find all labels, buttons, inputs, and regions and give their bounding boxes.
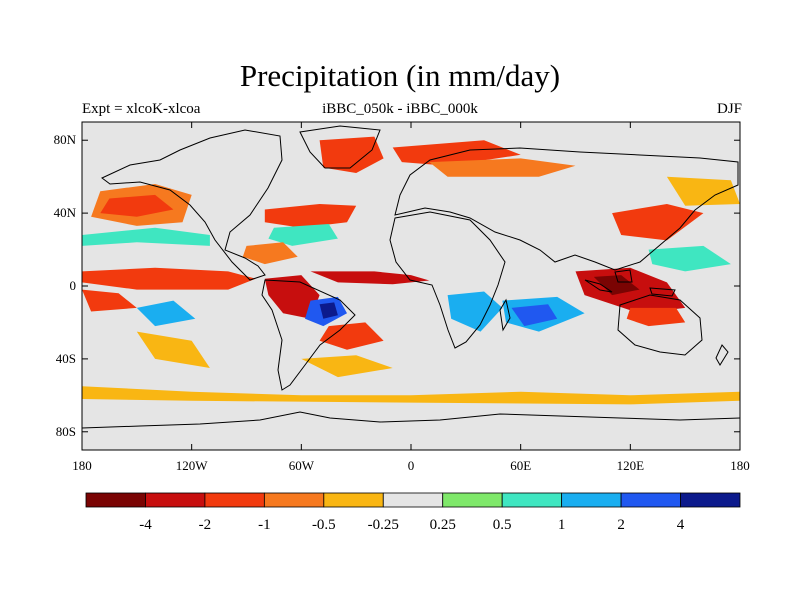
colorbar-boxes: [85, 492, 741, 508]
region-greenland-dry: [319, 136, 384, 173]
colorbar-label: 4: [677, 517, 685, 533]
colorbar-box: [501, 492, 563, 508]
colorbar-box: [323, 492, 384, 508]
region-pacific-wet-band: [82, 227, 210, 246]
region-west-pacific-wet: [648, 245, 731, 272]
lon-tick-label: 60W: [289, 458, 315, 473]
region-equatorial-pacific-dry: [82, 267, 256, 290]
experiment-label: Expt = xlcoK-xlcoa: [82, 101, 201, 117]
colorbar-label: -0.5: [312, 517, 336, 533]
lat-tick-label: 40N: [54, 205, 77, 220]
colorbar-label: 0.25: [430, 517, 456, 533]
lat-tick-label: 0: [70, 278, 77, 293]
region-east-asia-dry: [612, 204, 704, 241]
lon-tick-label: 180: [72, 458, 92, 473]
lat-tick-label: 40S: [56, 351, 76, 366]
colorbar-label: -0.25: [368, 517, 399, 533]
region-atlantic-itcz-dry: [310, 271, 430, 285]
comparison-label: iBBC_050k - iBBC_000k: [322, 101, 478, 117]
colorbar-box: [85, 492, 146, 508]
colorbar-label: -2: [199, 517, 212, 533]
region-eurasia-dry: [429, 158, 576, 177]
region-indonesia-core: [593, 275, 640, 296]
colorbar-label: -1: [258, 517, 271, 533]
lon-tick-label: 60E: [510, 458, 531, 473]
region-amazon-dry: [264, 275, 320, 319]
region-south-pacific-orange: [136, 331, 210, 368]
colorbar-box: [145, 492, 206, 508]
colorbar-labels: -4 -2 -1 -0.5 -0.25 0.25 0.5 1 2 4: [139, 517, 685, 533]
coastlines: [81, 125, 741, 429]
colorbar-label: 0.5: [493, 517, 512, 533]
season-label: DJF: [716, 101, 742, 117]
latitude-axis: 80N 40N 0 40S 80S: [54, 132, 740, 439]
lon-tick-label: 120W: [176, 458, 209, 473]
colorbar-box: [204, 492, 265, 508]
colorbar-box: [442, 492, 503, 508]
lon-tick-label: 120E: [617, 458, 645, 473]
region-north-atlantic-dry: [264, 204, 357, 228]
region-south-pacific-wet: [136, 300, 196, 327]
lat-tick-label: 80S: [56, 424, 76, 439]
region-south-atlantic-orange: [301, 355, 393, 378]
region-brazil-wet-center: [319, 302, 338, 319]
colorbar-box: [382, 492, 444, 508]
region-north-atlantic-wet: [268, 224, 338, 246]
colorbar-box: [561, 492, 622, 508]
region-indian-ocean-core: [511, 304, 558, 327]
anomaly-regions: [82, 136, 740, 405]
colorbar-box: [620, 492, 681, 508]
region-africa-wet: [447, 291, 503, 332]
region-north-west-pacific-orange: [666, 176, 740, 206]
longitude-axis: 180 120W 60W 0 60E 120E 180: [72, 122, 750, 473]
region-australia-dry: [626, 307, 686, 327]
colorbar-box: [680, 492, 741, 508]
lon-tick-label: 0: [408, 458, 415, 473]
plot-title: Precipitation (in mm/day): [239, 58, 561, 93]
colorbar-label: -4: [139, 517, 152, 533]
colorbar-label: 1: [558, 517, 566, 533]
region-north-pacific-core: [100, 194, 174, 217]
lat-tick-label: 80N: [54, 132, 77, 147]
colorbar-label: 2: [617, 517, 625, 533]
colorbar-box: [263, 492, 325, 508]
region-south-atlantic-dry: [319, 322, 384, 350]
lon-tick-label: 180: [730, 458, 750, 473]
region-caribbean-dry: [242, 242, 298, 265]
region-southern-ocean-orange: [82, 386, 740, 405]
region-south-pacific-dry: [82, 289, 137, 312]
